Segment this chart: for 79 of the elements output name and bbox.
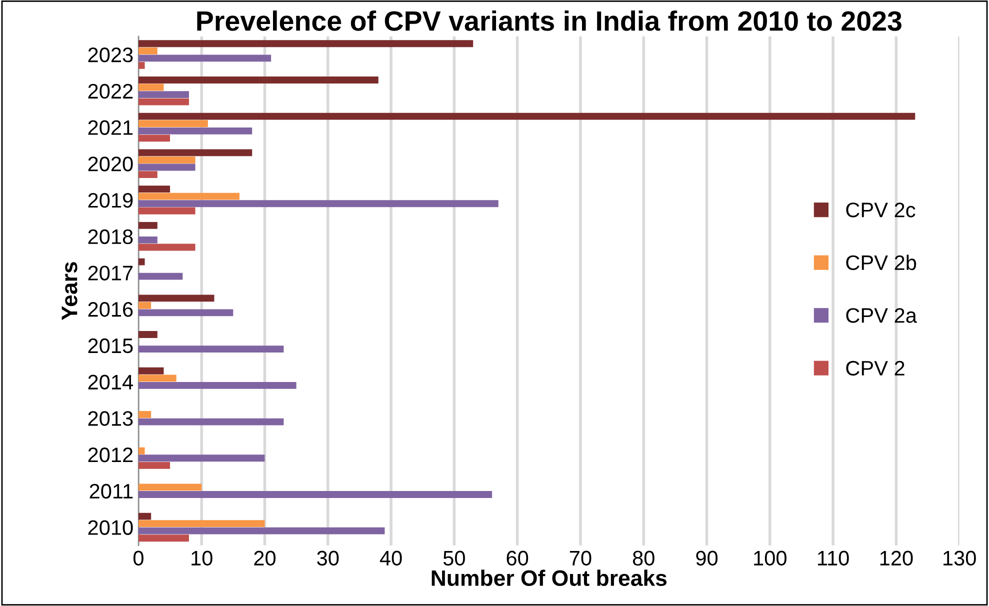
bar <box>138 520 265 528</box>
y-tick-label: 2015 <box>88 338 133 354</box>
bar <box>138 382 296 389</box>
bar <box>138 236 158 244</box>
bar <box>138 294 214 302</box>
bar <box>138 512 152 520</box>
x-tick-label: 60 <box>506 550 528 566</box>
bar <box>138 76 378 84</box>
bar <box>138 527 385 534</box>
bar <box>138 84 164 91</box>
x-tick-label: 20 <box>254 550 276 566</box>
bar <box>138 222 158 229</box>
bar <box>138 374 176 382</box>
legend-label: CPV 2 <box>846 360 904 376</box>
bar <box>138 134 170 142</box>
bar <box>138 91 189 98</box>
y-tick-label: 2012 <box>88 448 133 462</box>
x-tick-label: 120 <box>880 550 913 566</box>
x-tick-label: 100 <box>754 550 786 566</box>
bar <box>138 192 240 200</box>
bar <box>138 367 164 374</box>
y-tick-label: 2018 <box>88 229 133 244</box>
bar <box>138 491 492 498</box>
bar <box>138 149 252 156</box>
bar <box>138 112 916 120</box>
x-tick-label: 50 <box>443 550 465 566</box>
x-tick-label: 30 <box>317 550 339 566</box>
bar <box>138 164 196 171</box>
bar <box>138 411 152 418</box>
x-tick-label: 80 <box>632 550 654 566</box>
x-tick-label: 10 <box>192 550 212 566</box>
y-tick-label: 2019 <box>88 192 133 208</box>
legend-label: CPV 2c <box>846 202 916 218</box>
bar <box>138 200 498 208</box>
x-tick-label: 70 <box>570 550 592 566</box>
x-tick-label: 0 <box>133 550 144 566</box>
bar <box>138 309 234 316</box>
chart-title: Prevelence of CPV variants in India from 2010 to 2023 <box>197 10 902 31</box>
bar <box>138 40 474 48</box>
bar <box>138 62 145 69</box>
bar <box>138 171 158 178</box>
y-tick-label: 2023 <box>88 48 133 62</box>
bar <box>138 484 202 491</box>
bar <box>138 418 284 426</box>
bar <box>138 346 284 353</box>
bar <box>138 272 183 280</box>
x-tick-label: 40 <box>380 550 402 566</box>
bar <box>138 54 272 62</box>
x-tick-label: 130 <box>944 550 976 566</box>
y-tick-label: 2011 <box>90 484 133 499</box>
y-tick-label: 2013 <box>88 411 133 426</box>
bar <box>138 331 158 338</box>
bar <box>138 186 170 193</box>
bar <box>138 258 145 266</box>
y-tick-label: 2022 <box>88 84 133 99</box>
bar <box>138 156 196 164</box>
bar <box>138 47 158 54</box>
y-tick-label: 2017 <box>88 266 133 280</box>
x-axis-title: Number Of Out breaks <box>432 570 667 586</box>
bar <box>138 454 265 462</box>
bar <box>138 207 196 214</box>
y-tick-label: 2021 <box>88 120 133 136</box>
bar <box>138 302 152 309</box>
bar <box>138 127 252 134</box>
y-axis-title: Years <box>62 262 78 320</box>
y-tick-label: 2010 <box>88 520 133 535</box>
bar <box>138 447 145 454</box>
bar <box>138 462 170 469</box>
y-tick-label: 2020 <box>88 156 133 172</box>
legend-label: CPV 2b <box>846 254 916 270</box>
bar <box>138 98 189 106</box>
bar <box>138 120 208 128</box>
bar <box>138 534 189 542</box>
x-tick-label: 110 <box>818 550 849 566</box>
y-tick-label: 2014 <box>88 374 133 390</box>
x-tick-label: 90 <box>696 550 718 566</box>
y-tick-label: 2016 <box>88 302 133 317</box>
legend-label: CPV 2a <box>846 308 917 323</box>
bar <box>138 244 196 251</box>
